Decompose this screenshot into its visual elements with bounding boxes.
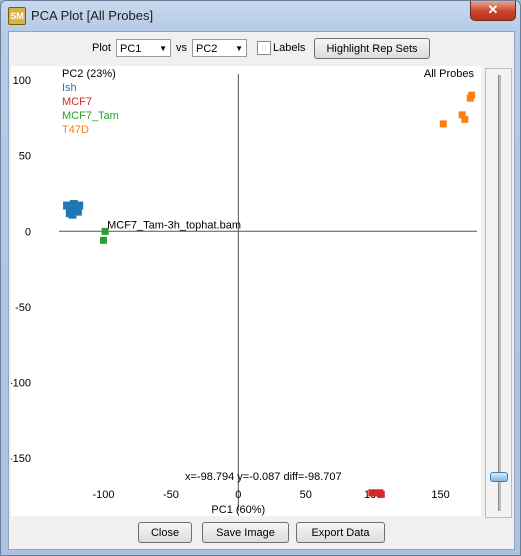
- x-axis-select-value: PC1: [120, 43, 142, 55]
- point-size-slider[interactable]: [485, 68, 512, 518]
- slider-thumb[interactable]: [490, 472, 508, 483]
- y-tick-label: 50: [19, 151, 31, 163]
- chevron-down-icon: ▼: [235, 44, 243, 53]
- highlight-rep-sets-button[interactable]: Highlight Rep Sets: [314, 38, 430, 59]
- y-tick-label: -100: [11, 377, 31, 389]
- data-point: [73, 207, 82, 216]
- x-tick-label: 0: [235, 489, 241, 501]
- vs-label: vs: [176, 42, 187, 54]
- window-title: PCA Plot [All Probes]: [31, 8, 154, 23]
- y-tick-label: 100: [13, 75, 31, 87]
- legend-entry: MCF7_Tam: [62, 110, 119, 122]
- y-tick-label: -50: [15, 302, 31, 314]
- x-axis-label: PC1 (60%): [211, 504, 265, 516]
- data-point: [377, 490, 385, 498]
- bottom-button-bar: Close Save Image Export Data: [9, 521, 514, 545]
- data-point: [372, 489, 380, 497]
- data-point: [368, 489, 376, 497]
- save-image-button[interactable]: Save Image: [202, 522, 289, 543]
- app-icon: SM: [8, 7, 26, 25]
- client-area: Plot PC1 ▼ vs PC2 ▼ Labels Highlight Rep…: [8, 31, 515, 550]
- y-tick-label: 0: [25, 226, 31, 238]
- x-tick-label: -100: [92, 489, 114, 501]
- labels-checkbox-label: Labels: [273, 42, 306, 54]
- y-tick-label: -150: [11, 453, 31, 465]
- x-tick-label: -50: [163, 489, 179, 501]
- data-point: [65, 209, 74, 218]
- export-data-button[interactable]: Export Data: [296, 522, 385, 543]
- legend-entry: MCF7: [62, 96, 92, 108]
- data-point: [99, 236, 107, 244]
- title-bar[interactable]: SM PCA Plot [All Probes] ✕: [1, 1, 520, 31]
- window-close-button[interactable]: ✕: [470, 1, 516, 21]
- slider-track-line: [498, 75, 501, 511]
- y-axis-label: PC2 (23%): [62, 68, 116, 80]
- legend-entry: Ish: [62, 82, 77, 94]
- x-axis-select[interactable]: PC1 ▼: [116, 39, 171, 57]
- y-axis-select[interactable]: PC2 ▼: [192, 39, 247, 57]
- legend-entry: T47D: [62, 124, 89, 136]
- data-point: [63, 201, 72, 210]
- labels-checkbox[interactable]: [257, 41, 271, 55]
- close-button[interactable]: Close: [138, 522, 192, 543]
- x-tick-label: 150: [431, 489, 449, 501]
- coordinate-readout: x=-98.794 y=-0.087 diff=-98.707: [185, 471, 342, 483]
- data-point: [439, 120, 447, 128]
- subset-label: All Probes: [424, 68, 475, 80]
- data-point: [69, 200, 78, 209]
- chevron-down-icon: ▼: [159, 44, 167, 53]
- y-axis-select-value: PC2: [196, 43, 218, 55]
- point-annotation: MCF7_Tam-3h_tophat.bam: [107, 219, 241, 231]
- x-tick-label: 50: [300, 489, 312, 501]
- data-point: [75, 201, 84, 210]
- data-point: [461, 115, 469, 123]
- data-point: [101, 227, 109, 235]
- plot-label: Plot: [92, 42, 111, 54]
- data-point: [468, 91, 476, 99]
- plot-toolbar: Plot PC1 ▼ vs PC2 ▼ Labels Highlight Rep…: [9, 37, 514, 61]
- data-point: [458, 111, 466, 119]
